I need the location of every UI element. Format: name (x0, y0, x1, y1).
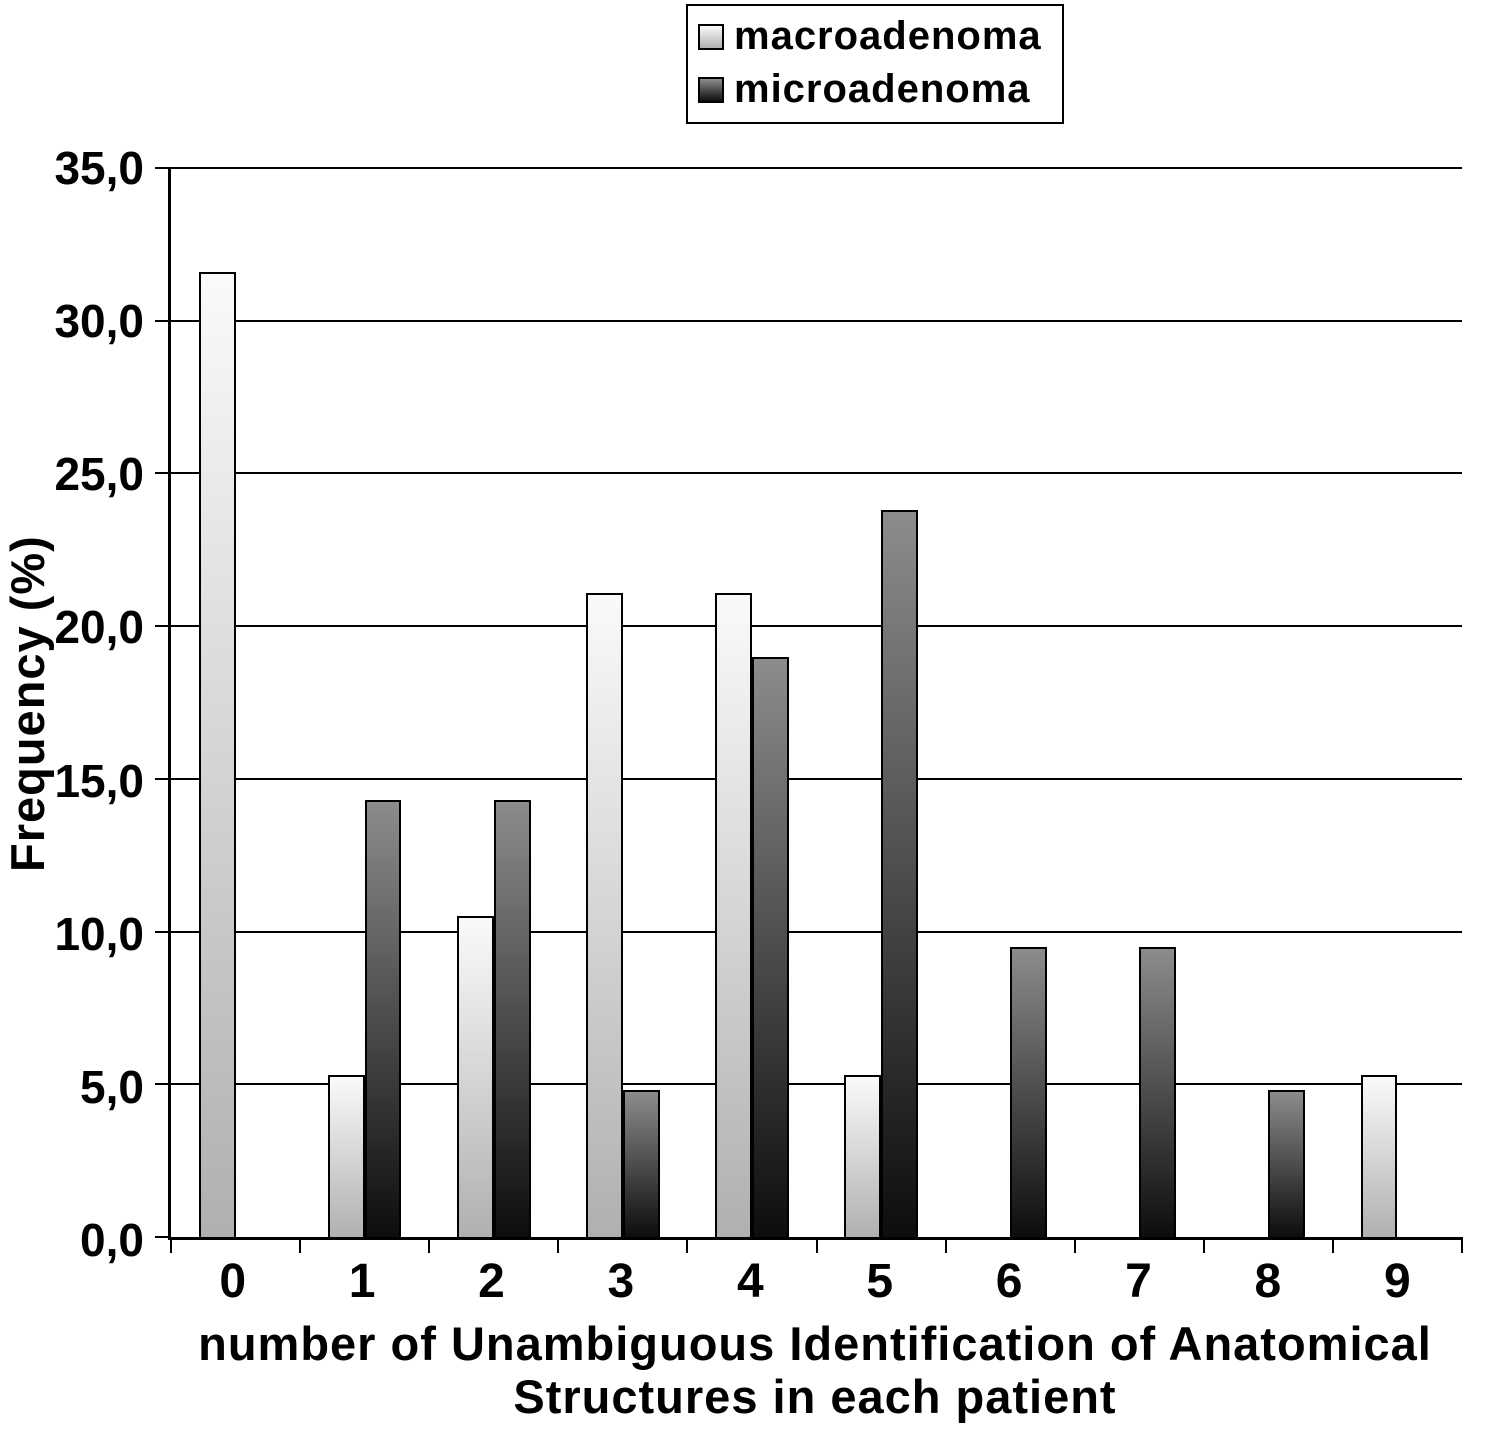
bar-macroadenoma (586, 592, 623, 1237)
bar-group (1204, 168, 1333, 1237)
gridline (171, 1083, 1462, 1086)
legend-item-microadenoma: microadenoma (698, 67, 1042, 112)
x-axis-tick (557, 1237, 560, 1253)
x-tick-label: 6 (995, 1255, 1023, 1308)
legend-swatch-macroadenoma (698, 23, 724, 50)
bar-macroadenoma (327, 1075, 365, 1237)
bar-group (817, 168, 946, 1237)
x-tick-label: 5 (866, 1255, 894, 1308)
gridline (171, 167, 1462, 169)
bar-group (171, 168, 300, 1237)
legend: macroadenoma microadenoma (686, 4, 1064, 124)
bar-macroadenoma (1360, 1075, 1398, 1237)
x-axis-tick (1073, 1237, 1076, 1253)
bar-microadenoma (364, 800, 402, 1237)
y-axis-tick (155, 1083, 171, 1086)
gridline (171, 472, 1462, 475)
bar-group (1075, 168, 1204, 1237)
x-axis-title-line2: Structures in each patient (513, 1369, 1117, 1423)
y-axis-labels: 0,0 5,0 10,0 15,0 20,0 25,0 30,0 35,0 (0, 142, 152, 1266)
gridline (171, 777, 1462, 780)
y-axis-tick (155, 319, 171, 322)
bar-group (300, 168, 429, 1237)
x-tick-label: 2 (478, 1255, 505, 1308)
bar-microadenoma (1139, 946, 1177, 1237)
y-axis-tick (155, 930, 171, 933)
bar-group (946, 168, 1075, 1237)
y-tick-label: 25,0 (54, 448, 144, 501)
bar-microadenoma (622, 1090, 660, 1237)
gridline (171, 930, 1462, 933)
x-tick-label: 1 (348, 1255, 376, 1308)
bar-macroadenoma (456, 916, 494, 1237)
x-axis-tick (1202, 1237, 1205, 1253)
gridline (171, 625, 1462, 628)
x-axis-title-line1: number of Unambiguous Identification of … (198, 1317, 1432, 1370)
gridline (171, 319, 1462, 322)
bar-group (1333, 168, 1462, 1237)
x-tick-label: 8 (1254, 1255, 1282, 1308)
x-tick-label: 3 (607, 1255, 635, 1308)
legend-item-macroadenoma: macroadenoma (698, 14, 1042, 59)
x-axis-tick (1461, 1237, 1463, 1253)
x-tick-label: 4 (736, 1255, 764, 1308)
bar-microadenoma (1010, 946, 1047, 1237)
x-tick-label: 0 (219, 1255, 247, 1308)
bar-macroadenoma (198, 271, 236, 1237)
y-tick-label: 5,0 (80, 1060, 144, 1113)
x-tick-label: 7 (1125, 1255, 1152, 1308)
y-tick-label: 15,0 (54, 754, 144, 807)
bar-microadenoma (493, 800, 531, 1237)
y-tick-label: 35,0 (54, 142, 144, 194)
bar-group (687, 168, 816, 1237)
x-axis-labels: 0 1 2 3 4 5 6 7 8 9 (168, 1254, 1462, 1312)
y-tick-label: 10,0 (54, 907, 144, 960)
bar-macroadenoma (715, 592, 752, 1237)
x-tick-label: 9 (1383, 1255, 1411, 1308)
x-axis-tick (170, 1237, 172, 1253)
y-axis-tick (155, 167, 171, 169)
x-axis-tick (428, 1237, 431, 1253)
bar-microadenoma (1268, 1090, 1306, 1237)
legend-label-microadenoma: microadenoma (734, 67, 1031, 111)
y-axis-tick (155, 472, 171, 475)
x-axis-tick (815, 1237, 818, 1253)
legend-label-macroadenoma: macroadenoma (734, 14, 1042, 58)
x-axis-tick (1331, 1237, 1334, 1253)
y-tick-label: 20,0 (54, 601, 144, 654)
plot-area (155, 167, 1463, 1253)
x-axis-tick (944, 1237, 947, 1253)
y-axis-tick (155, 625, 171, 628)
x-axis-tick (299, 1237, 302, 1253)
bar-group (429, 168, 558, 1237)
bar-group (558, 168, 687, 1237)
x-axis-title: number of Unambiguous Identification of … (168, 1317, 1462, 1423)
bar-microadenoma (881, 510, 918, 1237)
legend-swatch-microadenoma (698, 76, 724, 103)
bar-microadenoma (751, 656, 789, 1237)
y-axis-tick (155, 1236, 171, 1238)
x-axis-tick (686, 1237, 689, 1253)
y-tick-label: 30,0 (54, 295, 144, 348)
y-axis-tick (155, 777, 171, 780)
bar-macroadenoma (844, 1075, 882, 1237)
y-tick-label: 0,0 (80, 1214, 144, 1266)
